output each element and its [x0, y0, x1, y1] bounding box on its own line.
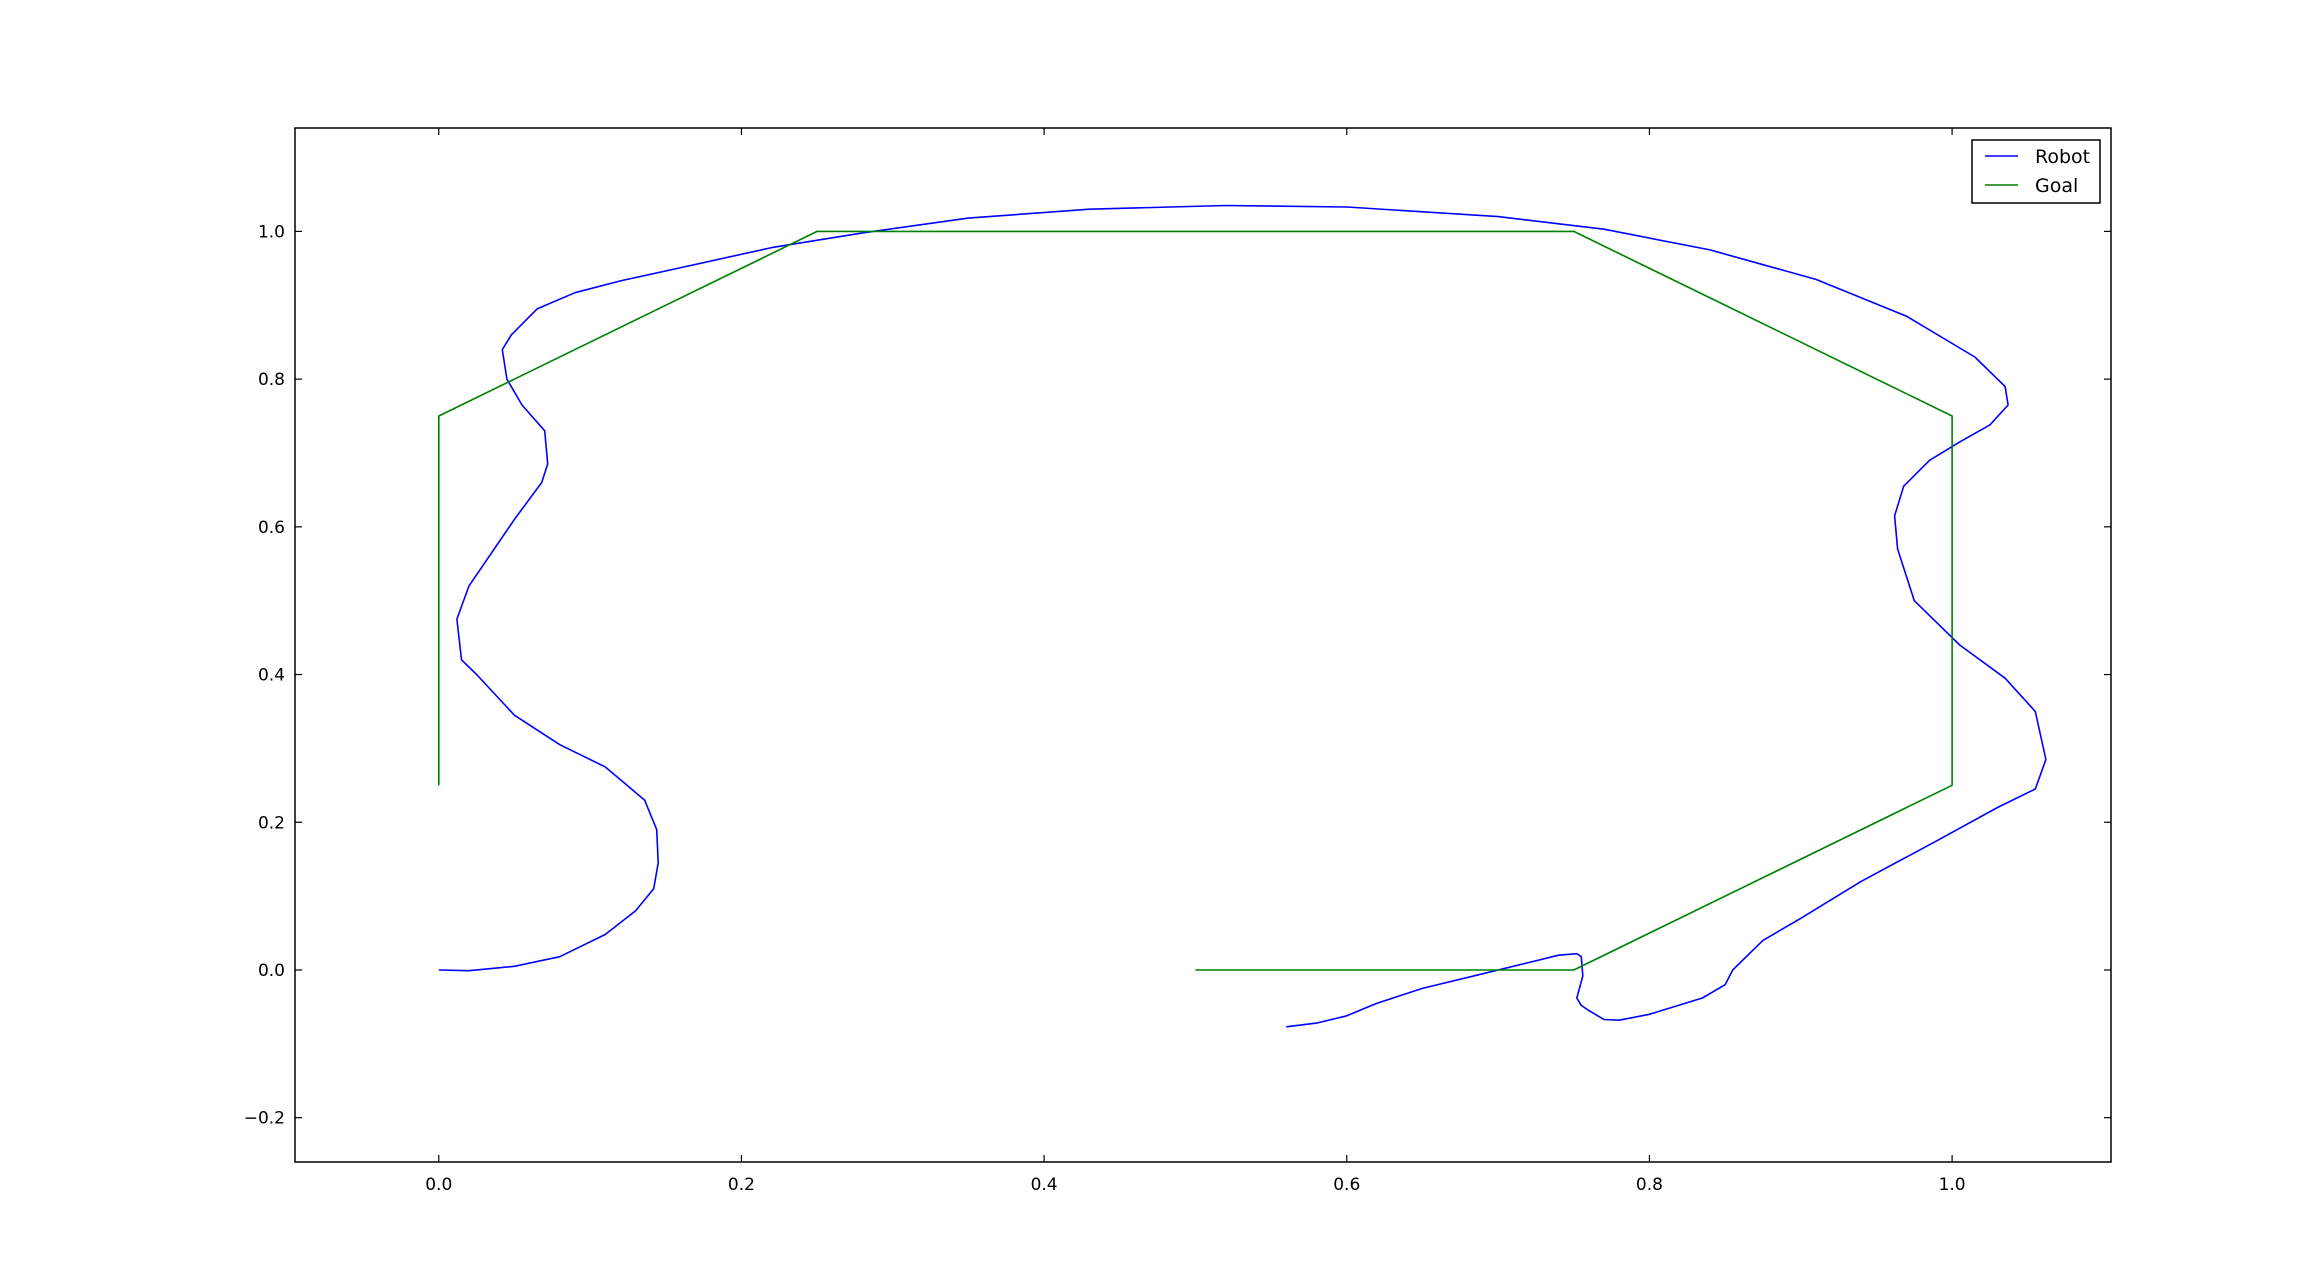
legend-box	[1971, 139, 2101, 204]
x-tick-label: 0.8	[1636, 1175, 1663, 1195]
legend-label-robot: Robot	[2035, 146, 2090, 168]
y-tick-label: 0.6	[258, 518, 285, 538]
x-tick-label: 0.4	[1031, 1175, 1058, 1195]
y-tick-label: 0.8	[258, 370, 285, 390]
legend-label-goal: Goal	[2035, 175, 2078, 197]
x-tick-label: 0.6	[1333, 1175, 1360, 1195]
y-tick-label: 0.4	[258, 666, 285, 686]
series-layer	[437, 204, 2047, 1028]
y-tick-label: 0.0	[258, 961, 285, 981]
legend: Robot Goal	[1971, 139, 2101, 204]
y-tick-label: 0.2	[258, 813, 285, 833]
x-tick-label: 0.0	[425, 1175, 452, 1195]
y-tick-label: 1.0	[258, 222, 285, 242]
y-tick-label: −0.2	[244, 1109, 285, 1129]
plot-area	[295, 128, 2111, 1162]
plot-frame	[294, 127, 2112, 1163]
x-tick-label: 0.2	[728, 1175, 755, 1195]
ticks-layer: 0.0 0.2 0.4 0.6 0.8 1.0 −0.2 0.0 0.2 0.4 0.6 0.8 1.0	[244, 128, 2111, 1195]
series-line-goal	[437, 230, 1953, 971]
series-line-robot	[438, 204, 2047, 1028]
x-tick-label: 1.0	[1939, 1175, 1966, 1195]
